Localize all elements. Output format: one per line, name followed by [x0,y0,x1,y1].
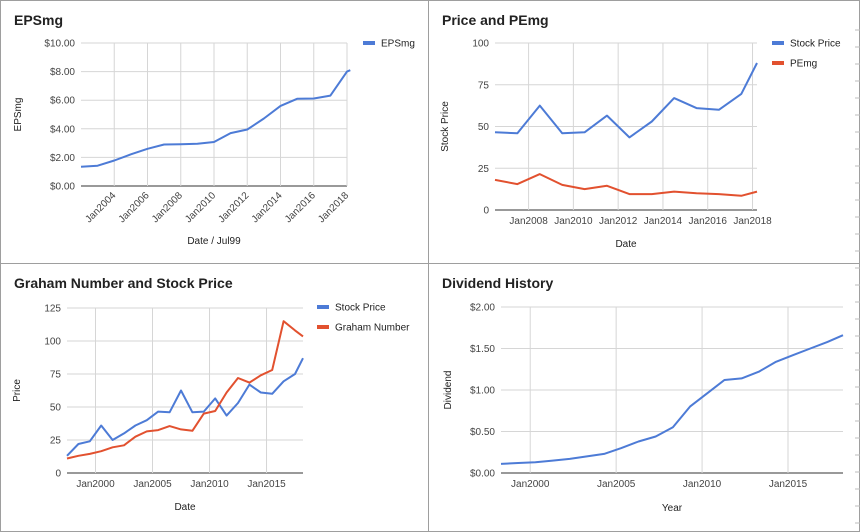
dividend-x-axis-label: Year [662,503,683,514]
graham-series-line-1 [66,320,304,460]
dividend-series-line-0 [500,334,844,465]
graham-x-tick-label: Jan2010 [190,479,229,490]
graham-y-tick-label: 25 [50,436,62,447]
pe-y-tick-label: 0 [483,206,489,217]
graham-chart-panel: Graham Number and Stock Price 0 25 50 75 100… [0,263,429,532]
dividend-y-tick-label: $0.50 [470,427,495,438]
graham-x-tick-label: Jan2015 [247,479,286,490]
eps-y-tick-label: $4.00 [50,124,75,135]
graham-y-tick-label: 125 [44,304,61,315]
eps-legend-swatch-0 [363,41,375,45]
eps-y-tick-label: $8.00 [50,67,75,78]
pe-y-tick-label: 50 [478,122,490,133]
eps-x-tick-label: Jan2012 [216,190,251,225]
graham-y-tick-label: 0 [55,469,61,480]
pe-x-tick-label: Jan2016 [689,216,728,227]
eps-x-axis-label: Date / Jul99 [187,236,241,247]
graham-legend-label-0: Stock Price [335,303,386,314]
pe-legend-swatch-0 [772,41,784,45]
eps-chart-panel: EPSmg $0.00 $2.00 $4.00 $6.00 $8.00 $10.00 Jan… [0,0,429,264]
eps-x-tick-label: Jan2016 [283,190,318,225]
graham-chart-title: Graham Number and Stock Price [14,275,233,291]
graham-legend-swatch-1 [317,325,329,329]
right-edge-scroll-ticks [855,29,860,524]
eps-x-tick-label: Jan2014 [250,190,285,225]
eps-series-line-0 [80,69,351,168]
graham-y-axis-label: Price [12,379,23,402]
pe-x-tick-label: Jan2008 [509,216,548,227]
graham-legend-label-1: Graham Number [335,323,410,334]
eps-y-tick-label: $6.00 [50,96,75,107]
pe-x-tick-label: Jan2012 [599,216,638,227]
dividend-y-tick-label: $1.00 [470,386,495,397]
price-pe-chart-panel: Price and PEmg 0 25 50 75 100 Jan2008 Jan2010 J… [428,0,860,264]
graham-chart-svg: 0 25 50 75 100 125 Jan2000 Jan2005 Jan2010 Jan201… [12,303,410,514]
eps-y-axis-label: EPSmg [13,98,24,132]
pe-y-tick-label: 25 [478,164,490,175]
price-pe-chart-title: Price and PEmg [442,12,549,28]
eps-chart-svg: $0.00$2.00$4.00$6.00$8.00$10.00Jan2004Ja… [13,39,415,248]
pe-legend-label-1: PEmg [790,59,817,70]
dividend-x-tick-label: Jan2000 [511,479,550,490]
graham-y-tick-label: 50 [50,403,62,414]
eps-y-tick-label: $0.00 [50,182,75,193]
pe-x-tick-label: Jan2014 [644,216,683,227]
eps-x-tick-label: Jan2004 [83,190,118,225]
dividend-y-axis-label: Dividend [443,371,454,410]
dividend-chart-panel: Dividend History $0.00 $0.50 $1.00 $1.50 $2.… [428,263,860,532]
dividend-y-tick-label: $1.50 [470,344,495,355]
pe-legend-swatch-1 [772,61,784,65]
pe-series-line-0 [494,62,758,139]
dividend-x-tick-label: Jan2010 [683,479,722,490]
eps-x-tick-label: Jan2018 [316,190,351,225]
pe-chart-svg: 0 25 50 75 100 Jan2008 Jan2010 Jan2012 Jan2014 Ja… [440,39,841,251]
pe-legend-label-0: Stock Price [790,39,841,50]
dividend-x-tick-label: Jan2005 [597,479,636,490]
pe-x-axis-label: Date [615,239,637,250]
graham-x-tick-label: Jan2000 [76,479,115,490]
dividend-y-tick-label: $2.00 [470,303,495,314]
dividend-chart-title: Dividend History [442,275,554,291]
pe-y-axis-label: Stock Price [440,101,451,152]
pe-y-tick-label: 100 [472,39,489,50]
graham-x-axis-label: Date [174,502,196,513]
pe-x-tick-label: Jan2010 [554,216,593,227]
pe-series-line-1 [494,173,758,197]
graham-y-tick-label: 100 [44,337,61,348]
eps-y-tick-label: $10.00 [44,39,75,50]
dividend-chart-svg: $0.00 $0.50 $1.00 $1.50 $2.00 Jan2000 Jan2005 J… [443,303,844,514]
dividend-x-tick-label: Jan2015 [769,479,808,490]
eps-x-tick-label: Jan2008 [150,190,185,225]
graham-x-tick-label: Jan2005 [133,479,172,490]
graham-series-line-0 [66,357,304,457]
graham-legend-swatch-0 [317,305,329,309]
pe-y-tick-label: 75 [478,80,490,91]
eps-legend-label-0: EPSmg [381,39,415,50]
graham-y-tick-label: 75 [50,370,62,381]
dividend-y-tick-label: $0.00 [470,469,495,480]
eps-x-tick-label: Jan2006 [117,190,152,225]
pe-x-tick-label: Jan2018 [733,216,772,227]
eps-chart-title: EPSmg [14,12,64,28]
eps-x-tick-label: Jan2010 [183,190,218,225]
eps-y-tick-label: $2.00 [50,153,75,164]
